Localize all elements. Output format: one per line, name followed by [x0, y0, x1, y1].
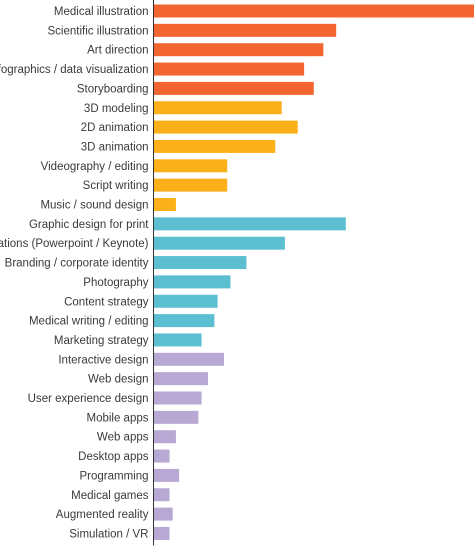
category-label-web-apps: Web apps — [97, 432, 149, 444]
category-label-simulation-vr: Simulation / VR — [69, 528, 148, 540]
category-label-mobile-apps: Mobile apps — [86, 412, 148, 424]
bar-infographics-data-visualization — [153, 62, 305, 76]
bar-presentations-powerpoint-keynote — [153, 236, 285, 250]
bar-script-writing — [153, 178, 228, 192]
category-label-user-experience-design: User experience design — [28, 393, 149, 405]
bar-augmented-reality — [153, 507, 173, 521]
category-label-storyboarding: Storyboarding — [77, 83, 149, 95]
category-label-medical-writing-editing: Medical writing / editing — [29, 316, 149, 328]
bar-storyboarding — [153, 81, 314, 95]
bar-medical-writing-editing — [153, 314, 215, 328]
category-label-programming: Programming — [79, 470, 148, 482]
bars — [153, 4, 474, 540]
category-label-medical-games: Medical games — [71, 490, 149, 502]
category-label-augmented-reality: Augmented reality — [56, 509, 149, 521]
bar-interactive-design — [153, 352, 225, 366]
category-label-3d-animation: 3D animation — [81, 141, 149, 153]
category-label-graphic-design-for-print: Graphic design for print — [29, 219, 149, 231]
bar-user-experience-design — [153, 391, 202, 405]
category-label-presentations-powerpoint-keynote: Presentations (Powerpoint / Keynote) — [0, 238, 149, 250]
category-label-music-sound-design: Music / sound design — [40, 200, 148, 212]
bar-photography — [153, 275, 231, 289]
category-label-marketing-strategy: Marketing strategy — [54, 335, 149, 347]
bar-graphic-design-for-print — [153, 217, 346, 231]
category-label-2d-animation: 2D animation — [81, 122, 149, 134]
bar-art-direction — [153, 43, 324, 57]
category-label-medical-illustration: Medical illustration — [54, 6, 149, 18]
bar-programming — [153, 468, 180, 482]
category-label-interactive-design: Interactive design — [58, 354, 148, 366]
bar-desktop-apps — [153, 449, 170, 463]
bar-music-sound-design — [153, 198, 176, 211]
bar-medical-illustration — [153, 4, 474, 18]
category-label-photography: Photography — [83, 277, 148, 289]
bar-3d-modeling — [153, 101, 282, 115]
category-label-desktop-apps: Desktop apps — [78, 451, 149, 463]
category-label-videography-editing: Videography / editing — [41, 161, 149, 173]
bar-scientific-illustration — [153, 23, 337, 37]
bar-3d-animation — [153, 139, 276, 153]
category-label-art-direction: Art direction — [87, 45, 148, 57]
category-label-branding-corporate-identity: Branding / corporate identity — [5, 258, 149, 270]
bar-mobile-apps — [153, 410, 199, 424]
category-label-content-strategy: Content strategy — [64, 296, 149, 308]
bar-simulation-vr — [153, 526, 170, 540]
category-label-script-writing: Script writing — [83, 180, 149, 192]
bar-marketing-strategy — [153, 333, 202, 347]
bar-web-design — [153, 372, 208, 386]
bar-2d-animation — [153, 120, 298, 134]
bar-videography-editing — [153, 159, 228, 173]
bar-medical-games — [153, 488, 170, 502]
bar-web-apps — [153, 430, 176, 444]
category-label-3d-modeling: 3D modeling — [84, 103, 149, 115]
category-labels: Medical illustration Scientific illustrat… — [0, 6, 149, 540]
bar-branding-corporate-identity — [153, 256, 247, 270]
category-label-web-design: Web design — [88, 374, 149, 386]
category-label-infographics-data-visualization: Infographics / data visualization — [0, 64, 149, 76]
category-label-scientific-illustration: Scientific illustration — [48, 25, 149, 37]
bar-content-strategy — [153, 294, 218, 308]
